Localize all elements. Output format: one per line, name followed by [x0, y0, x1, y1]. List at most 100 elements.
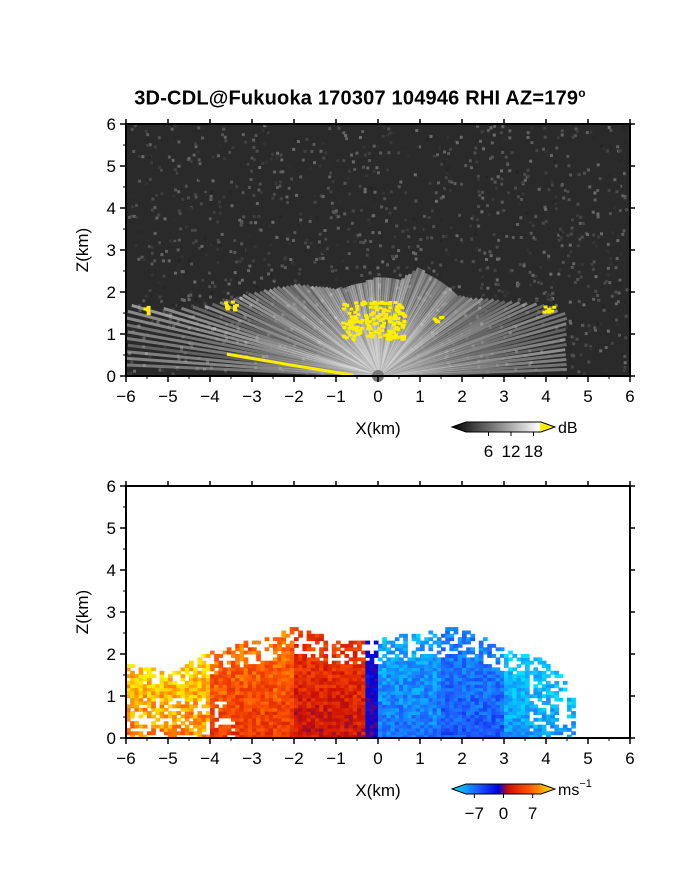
noise-speck: [572, 342, 576, 346]
velocity-cell: [298, 711, 303, 715]
noise-speck: [394, 254, 398, 258]
velocity-cell: [310, 660, 316, 665]
velocity-cell: [457, 654, 463, 658]
velocity-cell: [390, 640, 396, 645]
noise-speck: [225, 337, 229, 341]
noise-speck: [207, 271, 211, 275]
velocity-cell: [462, 731, 467, 736]
noise-speck: [585, 131, 589, 134]
velocity-cell: [319, 727, 324, 732]
y-tick-label: 6: [107, 115, 116, 134]
velocity-cell: [243, 724, 249, 729]
velocity-cell: [151, 731, 156, 736]
noise-speck: [486, 266, 490, 270]
noise-speck: [358, 136, 362, 139]
velocity-cell: [390, 677, 396, 682]
velocity-cell: [285, 724, 291, 729]
velocity-cell: [201, 694, 207, 699]
noise-speck: [582, 303, 586, 307]
velocity-cell: [243, 643, 249, 648]
velocity-cell: [205, 684, 211, 689]
velocity-cell: [247, 647, 253, 652]
velocity-cell: [147, 704, 152, 709]
velocity-cell: [462, 680, 467, 685]
velocity-cell: [285, 643, 291, 648]
velocity-cell: [470, 694, 476, 699]
noise-speck: [196, 303, 200, 307]
saturated-pixel: [388, 315, 393, 319]
saturated-pixel: [378, 318, 383, 322]
noise-speck: [554, 202, 558, 206]
velocity-cell: [449, 731, 455, 736]
noise-speck: [608, 257, 612, 261]
velocity-cell: [382, 707, 387, 712]
noise-speck: [303, 250, 307, 253]
noise-speck: [275, 156, 279, 160]
velocity-cell: [474, 680, 480, 685]
velocity-cell: [306, 727, 312, 732]
velocity-cell: [172, 724, 177, 729]
noise-speck: [327, 173, 331, 176]
noise-speck: [438, 146, 442, 150]
noise-speck: [566, 190, 570, 194]
velocity-cell: [432, 701, 438, 705]
velocity-cell: [197, 664, 203, 668]
noise-speck: [263, 257, 267, 261]
velocity-cell: [411, 633, 417, 638]
velocity-cell: [449, 684, 455, 689]
velocity-cell: [504, 677, 509, 682]
velocity-cell: [222, 677, 228, 682]
noise-speck: [559, 236, 563, 240]
velocity-cell: [306, 697, 312, 702]
noise-speck: [568, 243, 572, 247]
velocity-cell: [487, 643, 492, 648]
velocity-cell: [415, 694, 421, 699]
noise-speck: [515, 170, 519, 174]
velocity-cell: [306, 643, 312, 648]
velocity-cell: [260, 670, 266, 675]
velocity-cell: [163, 687, 169, 692]
velocity-cell: [210, 650, 215, 655]
velocity-cell: [369, 691, 375, 695]
velocity-cell: [436, 650, 442, 655]
velocity-cell: [428, 680, 434, 685]
velocity-cell: [264, 727, 270, 732]
noise-speck: [602, 308, 606, 312]
noise-speck: [132, 150, 136, 153]
velocity-cell: [340, 691, 345, 695]
velocity-cell: [352, 721, 358, 726]
noise-speck: [577, 173, 581, 177]
velocity-cell: [319, 670, 324, 675]
velocity-cell: [281, 707, 287, 712]
velocity-cell: [277, 637, 282, 642]
velocity-cell: [571, 731, 576, 736]
noise-speck: [157, 165, 161, 169]
noise-speck: [149, 317, 152, 321]
velocity-cell: [537, 687, 543, 692]
velocity-cell: [256, 657, 261, 662]
velocity-cell: [491, 670, 497, 675]
velocity-cell: [386, 674, 392, 679]
velocity-cell: [373, 717, 379, 722]
velocity-cell: [155, 707, 161, 712]
noise-speck: [442, 159, 446, 163]
velocity-cell: [432, 633, 438, 638]
velocity-cell: [218, 687, 224, 692]
noise-speck: [178, 212, 182, 216]
noise-speck: [174, 271, 177, 275]
velocity-cell: [491, 691, 497, 695]
velocity-cell: [319, 734, 324, 739]
velocity-cell: [491, 674, 497, 679]
velocity-cell: [373, 674, 379, 679]
velocity-cell: [226, 677, 232, 682]
velocity-cell: [373, 707, 379, 712]
velocity-cell: [504, 701, 509, 705]
velocity-cell: [499, 684, 505, 689]
velocity-cell: [138, 684, 144, 689]
velocity-cell: [361, 657, 366, 662]
velocity-cell: [525, 654, 530, 658]
noise-speck: [445, 168, 449, 172]
velocity-cell: [252, 647, 257, 652]
noise-speck: [573, 134, 577, 138]
velocity-cell: [222, 734, 228, 739]
